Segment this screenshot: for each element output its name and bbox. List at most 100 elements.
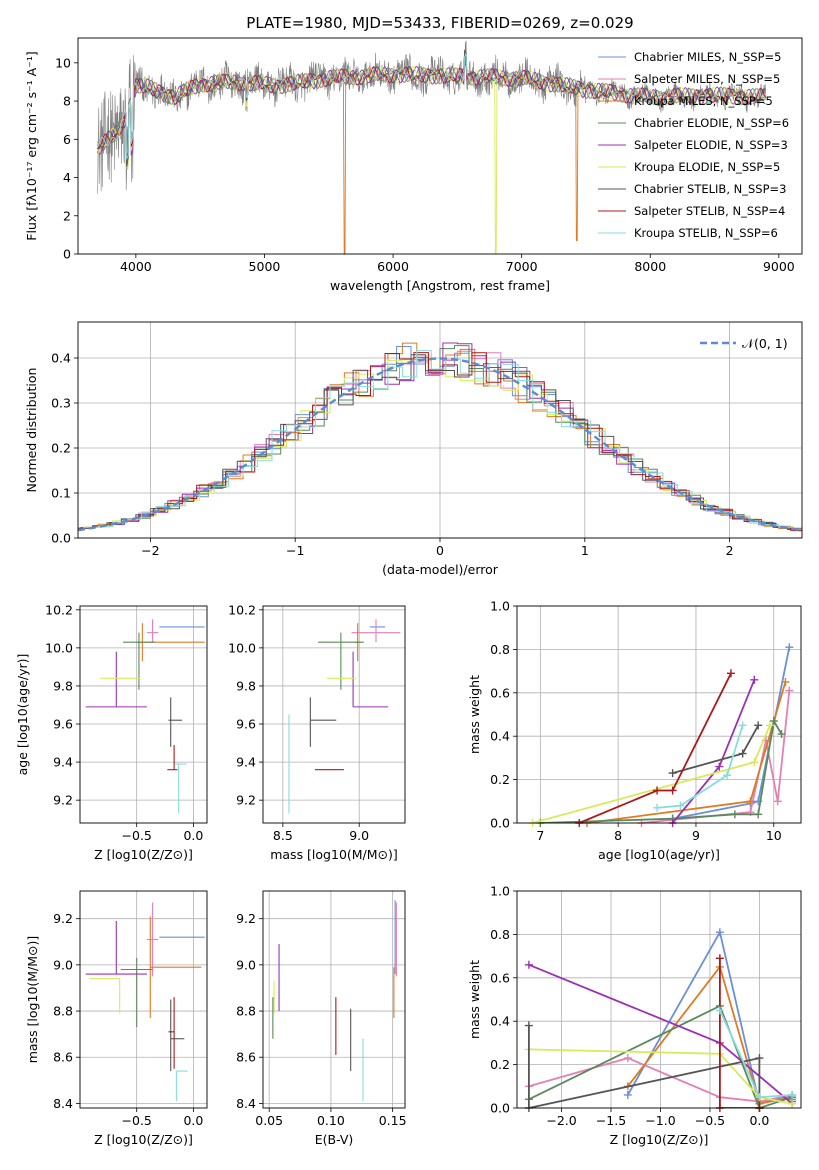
y-tick-label: 9.0 — [53, 957, 73, 972]
x-tick-label: 9000 — [763, 259, 795, 274]
y-tick-label: 9.0 — [236, 957, 256, 972]
y-tick-label: 10 — [55, 55, 71, 70]
mass-weight-marker — [524, 960, 533, 969]
x-tick-label: 5000 — [249, 259, 281, 274]
y-tick-label: 0.1 — [51, 486, 71, 501]
axes-frame — [79, 890, 208, 1109]
mass-weight-marker — [788, 1099, 797, 1108]
x-tick-label: −2.0 — [546, 1113, 576, 1128]
mass-weight-marker — [668, 786, 677, 795]
x-axis-label: (data-model)/error — [382, 562, 499, 577]
mass-weight-line — [657, 725, 744, 809]
x-tick-label: −1 — [286, 543, 304, 558]
x-axis-label: Z [log10(Z/Z⊙)] — [94, 1132, 193, 1147]
mass-weight-marker — [715, 928, 724, 937]
age-vs-mass-panel: 8.5 9.0 9.2 9.4 9.6 9.8 10.0 10.2 mass [log10(M/… — [228, 602, 406, 862]
x-tick-label: −0.5 — [122, 828, 152, 843]
mass-weight-marker — [781, 677, 790, 686]
y-tick-label: 8.6 — [236, 1050, 256, 1065]
legend-entry: Salpeter MILES, N_SSP=5 — [634, 72, 780, 86]
legend-entry: Chabrier ELODIE, N_SSP=6 — [634, 116, 789, 130]
y-tick-label: 0.0 — [490, 1101, 510, 1116]
mass-vs-ebv-panel: 0.05 0.10 0.15 8.4 8.6 8.8 9.0 9.2 E(B-V) — [236, 890, 407, 1147]
legend-entry: Kroupa ELODIE, N_SSP=5 — [634, 160, 780, 174]
mass-weight-marker — [785, 643, 794, 652]
y-tick-label: 0.8 — [490, 927, 510, 942]
mass-weight-marker — [723, 771, 732, 780]
y-axis-label: Normed distribution — [24, 368, 39, 493]
y-tick-label: 0.4 — [51, 351, 71, 366]
y-axis-label: Flux [fλ10⁻¹⁷ erg cm⁻² s⁻¹ A⁻¹] — [24, 51, 39, 240]
x-tick-label: 2 — [726, 543, 734, 558]
mass-weight-line — [528, 1025, 761, 1108]
y-tick-label: 8.4 — [236, 1096, 256, 1111]
y-tick-label: 0.4 — [490, 729, 510, 744]
mass-weight-marker — [715, 1006, 724, 1015]
mass-weight-marker — [750, 675, 759, 684]
figure-title: PLATE=1980, MJD=53433, FIBERID=0269, z=0… — [246, 14, 633, 32]
x-tick-label: 4000 — [120, 259, 152, 274]
y-tick-label: 8.8 — [53, 1004, 73, 1019]
y-axis-label: mass weight — [467, 960, 482, 1039]
y-tick-label: 10.2 — [228, 602, 256, 617]
x-tick-label: 7 — [536, 828, 544, 843]
y-tick-label: 0 — [63, 247, 71, 262]
y-tick-label: 9.6 — [53, 717, 73, 732]
y-tick-label: 9.2 — [236, 911, 256, 926]
spectrum-panel: 4000 5000 6000 7000 8000 9000 0 2 4 6 8 10 wavelengt… — [24, 37, 803, 293]
mass-weight-marker — [746, 797, 755, 806]
y-tick-label: 9.6 — [236, 717, 256, 732]
x-tick-label: 10 — [766, 828, 782, 843]
mass-weight-marker — [754, 810, 763, 819]
x-tick-label: 9 — [692, 828, 700, 843]
y-axis-label: age [log10(age/yr)] — [15, 654, 30, 776]
histogram-series — [78, 354, 802, 532]
y-tick-label: 1.0 — [490, 884, 510, 899]
y-tick-label: 6 — [63, 132, 71, 147]
x-tick-label: 0.0 — [749, 1113, 769, 1128]
y-tick-label: 9.8 — [53, 678, 73, 693]
mass-weight-marker — [738, 721, 747, 730]
x-axis-label: E(B-V) — [315, 1132, 354, 1147]
y-tick-label: 10.0 — [228, 640, 256, 655]
mass-weight-marker — [653, 786, 662, 795]
histogram-series — [78, 352, 802, 531]
x-tick-label: 6000 — [377, 259, 409, 274]
mass-weight-marker — [738, 749, 747, 758]
x-tick-label: 0.15 — [379, 1113, 407, 1128]
x-axis-label: Z [log10(Z/Z⊙)] — [610, 1132, 709, 1147]
y-tick-label: 8.6 — [53, 1050, 73, 1065]
y-tick-label: 0.2 — [51, 441, 71, 456]
spectrum-model-line — [97, 55, 766, 158]
mass-weight-marker — [715, 954, 724, 963]
y-tick-label: 0.6 — [490, 970, 510, 985]
x-tick-label: −0.5 — [122, 1113, 152, 1128]
x-tick-label: 8.5 — [273, 828, 293, 843]
histogram-series — [78, 350, 802, 531]
spectrum-model-line — [96, 61, 766, 160]
legend-entry: Chabrier MILES, N_SSP=5 — [634, 50, 781, 64]
x-tick-label: 8000 — [634, 259, 666, 274]
axes-frame — [516, 605, 802, 824]
mass-weight-marker — [730, 810, 739, 819]
mass-weight-marker — [788, 1090, 797, 1099]
normal-curve — [78, 357, 802, 532]
spectrum-model-line — [96, 54, 766, 160]
axes-frame — [262, 605, 406, 824]
axes-frame — [516, 890, 802, 1109]
mass-weight-marker — [653, 803, 662, 812]
mass-weight-marker — [668, 769, 677, 778]
mass-weight-vs-age-panel: 7 8 9 10 0.0 0.2 0.4 0.6 0.8 1.0 age [log10(age/yr… — [467, 599, 802, 862]
y-tick-label: 0.2 — [490, 772, 510, 787]
x-tick-label: 7000 — [506, 259, 538, 274]
legend-entry: Chabrier STELIB, N_SSP=3 — [634, 182, 786, 196]
x-axis-label: mass [log10(M/M⊙)] — [270, 847, 398, 862]
legend-entry: Salpeter STELIB, N_SSP=4 — [634, 204, 785, 218]
residuals-panel: −2 −1 0 1 2 0.0 0.1 0.2 0.3 0.4 (data-model)/error… — [24, 321, 803, 577]
y-tick-label: 0.2 — [490, 1057, 510, 1072]
spectrum-data-line — [97, 40, 767, 194]
y-tick-label: 9.8 — [236, 678, 256, 693]
y-tick-label: 0.0 — [51, 531, 71, 546]
axes-frame — [77, 37, 803, 255]
